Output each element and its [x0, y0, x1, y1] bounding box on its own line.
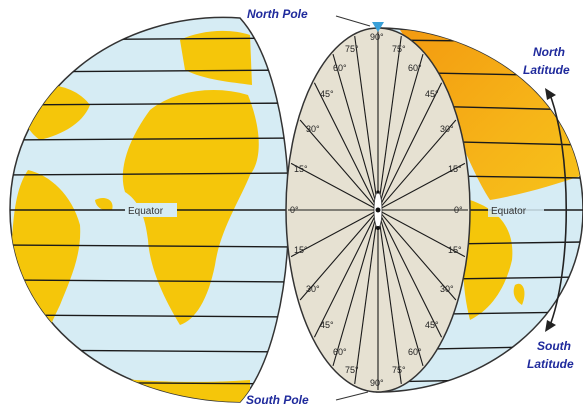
latitude-angle-line — [377, 209, 402, 384]
europe-landmass — [180, 30, 252, 85]
latitude-angle-line — [332, 53, 379, 211]
south-pole-pointer — [335, 391, 369, 401]
africa-landmass — [122, 90, 259, 325]
latitude-angle-line — [290, 209, 379, 258]
north-pole-label: North Pole — [247, 7, 308, 21]
north-pole-marker — [372, 22, 384, 32]
south-pole-label: South Pole — [246, 393, 309, 407]
pole-annotations: North Pole South Pole — [246, 7, 384, 407]
degree-label-south-45b: 45° — [425, 320, 439, 330]
degree-label-south-45a: 45° — [320, 320, 334, 330]
equator-label-left: Equator — [128, 206, 164, 217]
degree-label-south-15b: 15° — [448, 245, 462, 255]
degree-label-north-75a: 75° — [345, 44, 359, 54]
latitude-angle-line — [299, 209, 379, 301]
north-latitude-label-line2: Latitude — [523, 63, 570, 77]
latitude-angle-line — [377, 119, 457, 211]
latitude-angle-line — [354, 36, 379, 211]
degree-label-north-30a: 30° — [306, 124, 320, 134]
degree-label-south-60a: 60° — [333, 347, 347, 357]
degree-label-equator-a: 0° — [290, 205, 299, 215]
left-hemisphere: Equator — [9, 16, 290, 403]
eurasia-landmass — [400, 30, 583, 200]
arrow-head-up-icon — [545, 88, 556, 100]
latitude-arrow: North Latitude South Latitude — [523, 45, 574, 371]
degree-label-north-45a: 45° — [320, 89, 334, 99]
south-latitude-label-line2: Latitude — [527, 357, 574, 371]
degree-label-south-75a: 75° — [345, 365, 359, 375]
degree-label-north-75b: 75° — [392, 44, 406, 54]
degree-label-north-30b: 30° — [440, 124, 454, 134]
degree-label-north-60b: 60° — [408, 63, 422, 73]
arrow-head-down-icon — [545, 320, 556, 332]
latitude-angle-line — [313, 82, 379, 211]
latitude-angle-line — [377, 209, 466, 258]
south-latitude-label-line1: South — [537, 339, 571, 353]
degree-label-south-60b: 60° — [408, 347, 422, 357]
latitude-angle-line — [377, 209, 457, 301]
latitude-angle-line — [377, 209, 443, 338]
latitude-angle-line — [290, 162, 379, 211]
degree-label-south-30a: 30° — [306, 284, 320, 294]
degree-label-north-60a: 60° — [333, 63, 347, 73]
africa-landmass-right — [463, 200, 513, 320]
latitude-angle-line — [332, 209, 379, 367]
degree-label-equator-b: 0° — [454, 205, 463, 215]
latitude-angle-line — [354, 209, 379, 384]
latitude-angle-line — [299, 119, 379, 211]
degree-label-south-15a: 15° — [294, 245, 308, 255]
cross-section-face: 90° 75° 75° 60° 60° 45° 45° 30° 30° 15° … — [285, 27, 471, 393]
degree-labels: 90° 75° 75° 60° 60° 45° 45° 30° 30° 15° … — [290, 32, 463, 388]
degree-label-north-15b: 15° — [448, 164, 462, 174]
latitude-angle-line — [377, 36, 402, 211]
latitude-angle-lines — [288, 30, 468, 390]
degree-label-south-90: 90° — [370, 378, 384, 388]
latitude-angle-line — [377, 53, 424, 211]
degree-label-south-75b: 75° — [392, 365, 406, 375]
equator-label-right: Equator — [491, 206, 527, 217]
degree-label-north-90: 90° — [370, 32, 384, 42]
degree-label-north-15a: 15° — [294, 164, 308, 174]
north-pole-pointer — [335, 15, 371, 27]
right-hemisphere: Equator — [375, 27, 583, 393]
degree-label-south-30b: 30° — [440, 284, 454, 294]
degree-label-north-45b: 45° — [425, 89, 439, 99]
latitude-angle-line — [377, 162, 466, 211]
latitude-angle-line — [313, 209, 379, 338]
north-latitude-label-line1: North — [533, 45, 565, 59]
latitude-angle-line — [377, 209, 424, 367]
latitude-angle-line — [377, 82, 443, 211]
